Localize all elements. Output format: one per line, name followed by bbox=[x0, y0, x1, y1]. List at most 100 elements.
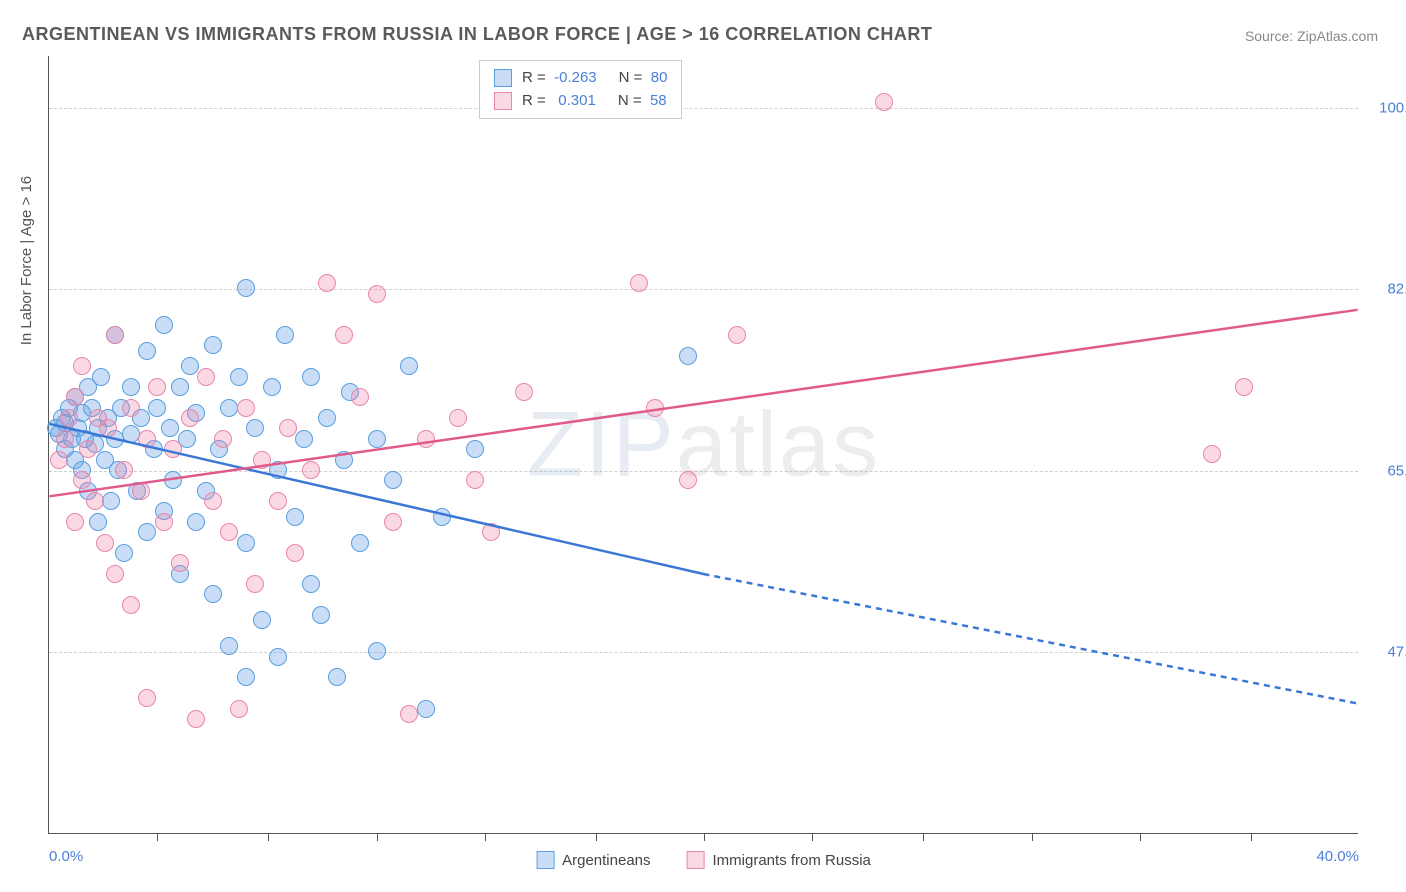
data-point bbox=[56, 430, 74, 448]
x-tick bbox=[596, 833, 597, 841]
data-point bbox=[466, 440, 484, 458]
data-point bbox=[115, 461, 133, 479]
x-tick bbox=[1140, 833, 1141, 841]
data-point bbox=[286, 544, 304, 562]
data-point bbox=[148, 378, 166, 396]
data-point bbox=[92, 368, 110, 386]
data-point bbox=[204, 336, 222, 354]
data-point bbox=[295, 430, 313, 448]
data-point bbox=[263, 378, 281, 396]
data-point bbox=[197, 368, 215, 386]
y-axis-label: In Labor Force | Age > 16 bbox=[18, 176, 35, 345]
data-point bbox=[312, 606, 330, 624]
trend-lines bbox=[49, 56, 1358, 833]
data-point bbox=[302, 461, 320, 479]
data-point bbox=[66, 388, 84, 406]
data-point bbox=[351, 388, 369, 406]
data-point bbox=[138, 430, 156, 448]
data-point bbox=[515, 383, 533, 401]
data-point bbox=[99, 419, 117, 437]
data-point bbox=[161, 419, 179, 437]
data-point bbox=[318, 274, 336, 292]
legend-row: R = -0.263 N = 80 bbox=[494, 67, 667, 90]
data-point bbox=[230, 700, 248, 718]
data-point bbox=[138, 689, 156, 707]
data-point bbox=[138, 523, 156, 541]
data-point bbox=[220, 523, 238, 541]
data-point bbox=[122, 378, 140, 396]
data-point bbox=[269, 492, 287, 510]
data-point bbox=[220, 637, 238, 655]
data-point bbox=[1203, 445, 1221, 463]
data-point bbox=[318, 409, 336, 427]
x-tick bbox=[1032, 833, 1033, 841]
data-point bbox=[237, 279, 255, 297]
data-point bbox=[96, 534, 114, 552]
data-point bbox=[230, 368, 248, 386]
x-tick-label: 40.0% bbox=[1316, 848, 1359, 865]
x-tick bbox=[812, 833, 813, 841]
data-point bbox=[269, 461, 287, 479]
data-point bbox=[187, 710, 205, 728]
data-point bbox=[132, 482, 150, 500]
data-point bbox=[204, 585, 222, 603]
data-point bbox=[237, 534, 255, 552]
data-point bbox=[679, 347, 697, 365]
legend-swatch-blue bbox=[494, 69, 512, 87]
x-tick bbox=[268, 833, 269, 841]
data-point bbox=[335, 451, 353, 469]
data-point bbox=[106, 565, 124, 583]
data-point bbox=[246, 419, 264, 437]
data-point bbox=[269, 648, 287, 666]
watermark: ZIPatlas bbox=[527, 392, 880, 497]
data-point bbox=[630, 274, 648, 292]
data-point bbox=[400, 357, 418, 375]
x-tick bbox=[923, 833, 924, 841]
legend-item: Immigrants from Russia bbox=[687, 851, 871, 869]
data-point bbox=[181, 409, 199, 427]
data-point bbox=[122, 425, 140, 443]
data-point bbox=[466, 471, 484, 489]
x-tick bbox=[485, 833, 486, 841]
data-point bbox=[302, 575, 320, 593]
data-point bbox=[368, 642, 386, 660]
legend-row: R = 0.301 N = 58 bbox=[494, 90, 667, 113]
correlation-legend: R = -0.263 N = 80 R = 0.301 N = 58 bbox=[479, 60, 682, 119]
data-point bbox=[646, 399, 664, 417]
data-point bbox=[384, 471, 402, 489]
legend-item: Argentineans bbox=[536, 851, 650, 869]
x-tick bbox=[704, 833, 705, 841]
data-point bbox=[106, 326, 124, 344]
data-point bbox=[875, 93, 893, 111]
data-point bbox=[368, 430, 386, 448]
source-attribution: Source: ZipAtlas.com bbox=[1245, 28, 1378, 44]
data-point bbox=[122, 596, 140, 614]
x-tick bbox=[1251, 833, 1252, 841]
chart-title: ARGENTINEAN VS IMMIGRANTS FROM RUSSIA IN… bbox=[22, 24, 932, 45]
x-tick bbox=[157, 833, 158, 841]
data-point bbox=[253, 611, 271, 629]
data-point bbox=[449, 409, 467, 427]
data-point bbox=[482, 523, 500, 541]
x-tick-label: 0.0% bbox=[49, 848, 83, 865]
data-point bbox=[368, 285, 386, 303]
data-point bbox=[171, 554, 189, 572]
data-point bbox=[181, 357, 199, 375]
data-point bbox=[102, 492, 120, 510]
x-tick bbox=[377, 833, 378, 841]
y-tick-label: 100.0% bbox=[1366, 99, 1406, 116]
data-point bbox=[214, 430, 232, 448]
plot-area: ZIPatlas R = -0.263 N = 80 R = 0.301 N =… bbox=[48, 56, 1358, 834]
data-point bbox=[66, 513, 84, 531]
legend-swatch-blue bbox=[536, 851, 554, 869]
data-point bbox=[187, 513, 205, 531]
data-point bbox=[351, 534, 369, 552]
data-point bbox=[220, 399, 238, 417]
data-point bbox=[433, 508, 451, 526]
legend-swatch-pink bbox=[494, 92, 512, 110]
gridline bbox=[49, 108, 1358, 109]
data-point bbox=[171, 378, 189, 396]
data-point bbox=[115, 544, 133, 562]
data-point bbox=[164, 471, 182, 489]
data-point bbox=[237, 668, 255, 686]
